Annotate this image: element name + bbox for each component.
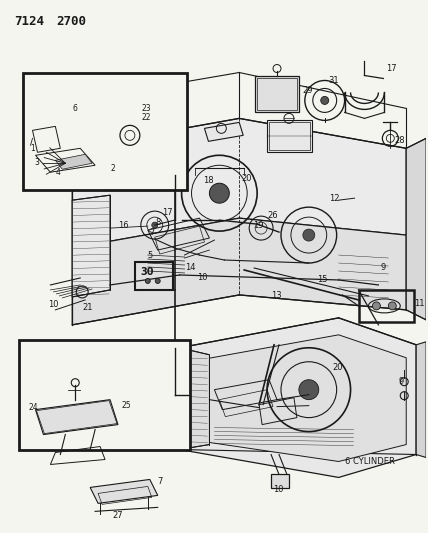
Polygon shape (72, 118, 406, 248)
Text: 24: 24 (29, 403, 38, 412)
Text: 6: 6 (72, 104, 77, 113)
Text: 30: 30 (141, 267, 155, 277)
Text: 2700: 2700 (56, 15, 86, 28)
Text: 22: 22 (142, 113, 152, 122)
Circle shape (388, 302, 396, 310)
Polygon shape (180, 318, 416, 478)
Text: 12: 12 (329, 193, 339, 203)
Text: 6 CYLINDER: 6 CYLINDER (345, 457, 395, 466)
Polygon shape (180, 348, 209, 449)
Text: 10: 10 (48, 301, 59, 309)
Bar (255, 77, 299, 112)
Text: 16: 16 (118, 221, 128, 230)
Text: 20: 20 (333, 363, 343, 372)
Text: 13: 13 (271, 292, 282, 301)
Polygon shape (55, 154, 92, 169)
Text: 27: 27 (112, 511, 123, 520)
Circle shape (372, 302, 380, 310)
Polygon shape (416, 342, 426, 457)
Text: 5: 5 (148, 251, 153, 260)
Circle shape (209, 183, 229, 203)
Text: 1: 1 (30, 144, 35, 153)
Text: 17: 17 (386, 64, 397, 73)
Polygon shape (72, 195, 110, 297)
Polygon shape (205, 123, 243, 141)
Bar (359, 290, 414, 322)
Text: 21: 21 (82, 303, 93, 312)
Text: 28: 28 (394, 136, 405, 145)
Polygon shape (36, 400, 118, 434)
Text: 26: 26 (267, 211, 278, 220)
Text: 29: 29 (303, 86, 313, 95)
Text: 18: 18 (203, 176, 214, 185)
Bar (23, 72, 187, 190)
Circle shape (321, 96, 329, 104)
Text: 7124: 7124 (15, 15, 45, 28)
Bar (269, 123, 310, 150)
Polygon shape (406, 139, 426, 320)
Text: 7: 7 (158, 477, 163, 486)
Text: 17: 17 (162, 208, 172, 216)
Text: 4: 4 (55, 168, 60, 177)
Text: 10: 10 (273, 485, 283, 494)
Circle shape (303, 229, 315, 241)
Text: 31: 31 (329, 76, 339, 85)
Text: 23: 23 (142, 104, 152, 113)
Bar (18, 340, 190, 449)
Text: 2: 2 (110, 164, 115, 173)
Text: 7: 7 (150, 228, 155, 237)
Text: 14: 14 (186, 263, 196, 272)
Text: 15: 15 (317, 276, 327, 285)
Text: 19: 19 (253, 221, 264, 230)
Bar (267, 120, 312, 152)
Polygon shape (72, 218, 406, 325)
Text: 10: 10 (197, 273, 208, 282)
Text: 8: 8 (156, 217, 161, 227)
Circle shape (299, 379, 319, 400)
Polygon shape (190, 335, 406, 462)
Circle shape (155, 278, 160, 284)
Polygon shape (90, 480, 158, 503)
Circle shape (146, 278, 150, 284)
Text: 3: 3 (35, 158, 39, 167)
Text: 9: 9 (398, 377, 404, 386)
Circle shape (152, 222, 158, 228)
Text: 9: 9 (380, 263, 386, 272)
Text: 25: 25 (122, 401, 131, 410)
Text: 20: 20 (241, 174, 252, 183)
Bar (135, 262, 172, 290)
Text: 11: 11 (414, 300, 425, 309)
Bar (257, 78, 297, 110)
Bar (271, 474, 289, 488)
